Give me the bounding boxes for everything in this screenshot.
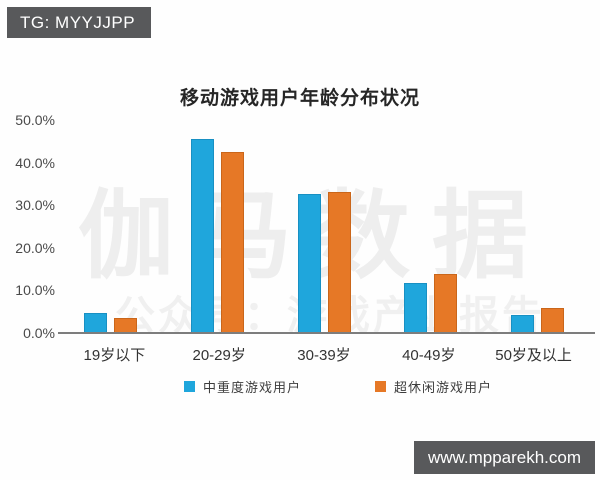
- plot-area: [84, 120, 564, 333]
- bar-group-1: [84, 312, 137, 333]
- bar-group-2: [190, 139, 244, 333]
- bar-series1-40-49岁: [404, 283, 428, 333]
- x-axis-category-labels: 19岁以下 20-29岁 30-39岁 40-49岁 50岁及以上: [62, 344, 586, 365]
- legend-swatch-icon: [183, 381, 195, 392]
- y-tick-label: 10.0%: [15, 282, 55, 299]
- website-watermark-badge: www.mpparekh.com: [414, 441, 595, 474]
- y-tick-label: 30.0%: [15, 197, 55, 214]
- bar-group-4: [404, 274, 458, 333]
- y-axis-tick-labels: 50.0% 40.0% 30.0% 20.0% 10.0% 0.0%: [0, 112, 55, 341]
- y-tick-label: 50.0%: [15, 112, 55, 128]
- bar-series1-19岁以下: [84, 312, 107, 333]
- bar-series2-20-29岁: [220, 151, 244, 333]
- bar-series1-50岁及以上: [511, 315, 534, 333]
- legend-item-series2: 超休闲游戏用户: [375, 377, 492, 396]
- chart-legend: 中重度游戏用户 超休闲游戏用户: [38, 377, 600, 396]
- bar-series1-20-29岁: [190, 139, 214, 333]
- bar-series2-30-39岁: [327, 192, 351, 333]
- x-category-label: 40-49岁: [402, 347, 456, 364]
- bar-group-3: [297, 192, 351, 333]
- legend-label: 中重度游戏用户: [202, 380, 301, 395]
- bar-series2-40-49岁: [434, 274, 458, 333]
- x-category-label: 50岁及以上: [495, 347, 572, 364]
- telegram-handle-text: TG: MYYJJPP: [20, 12, 136, 32]
- legend-label: 超休闲游戏用户: [394, 380, 493, 395]
- website-url-text: www.mpparekh.com: [427, 447, 582, 467]
- y-tick-label: 0.0%: [23, 325, 55, 341]
- y-tick-label: 20.0%: [15, 239, 55, 256]
- x-axis-line: [58, 332, 595, 334]
- chart-title: 移动游戏用户年龄分布状况: [179, 88, 420, 109]
- bar-group-5: [511, 307, 564, 333]
- x-category-label: 19岁以下: [83, 347, 146, 364]
- y-tick-label: 40.0%: [15, 154, 55, 171]
- bar-series2-19岁以下: [114, 318, 137, 333]
- legend-item-series1: 中重度游戏用户: [183, 377, 301, 396]
- legend-swatch-icon: [375, 381, 386, 392]
- bar-series2-50岁及以上: [541, 307, 564, 333]
- x-category-label: 30-39岁: [297, 347, 351, 364]
- bar-series1-30-39岁: [297, 194, 321, 333]
- x-category-label: 20-29岁: [192, 347, 246, 364]
- telegram-watermark-badge: TG: MYYJJPP: [7, 7, 151, 38]
